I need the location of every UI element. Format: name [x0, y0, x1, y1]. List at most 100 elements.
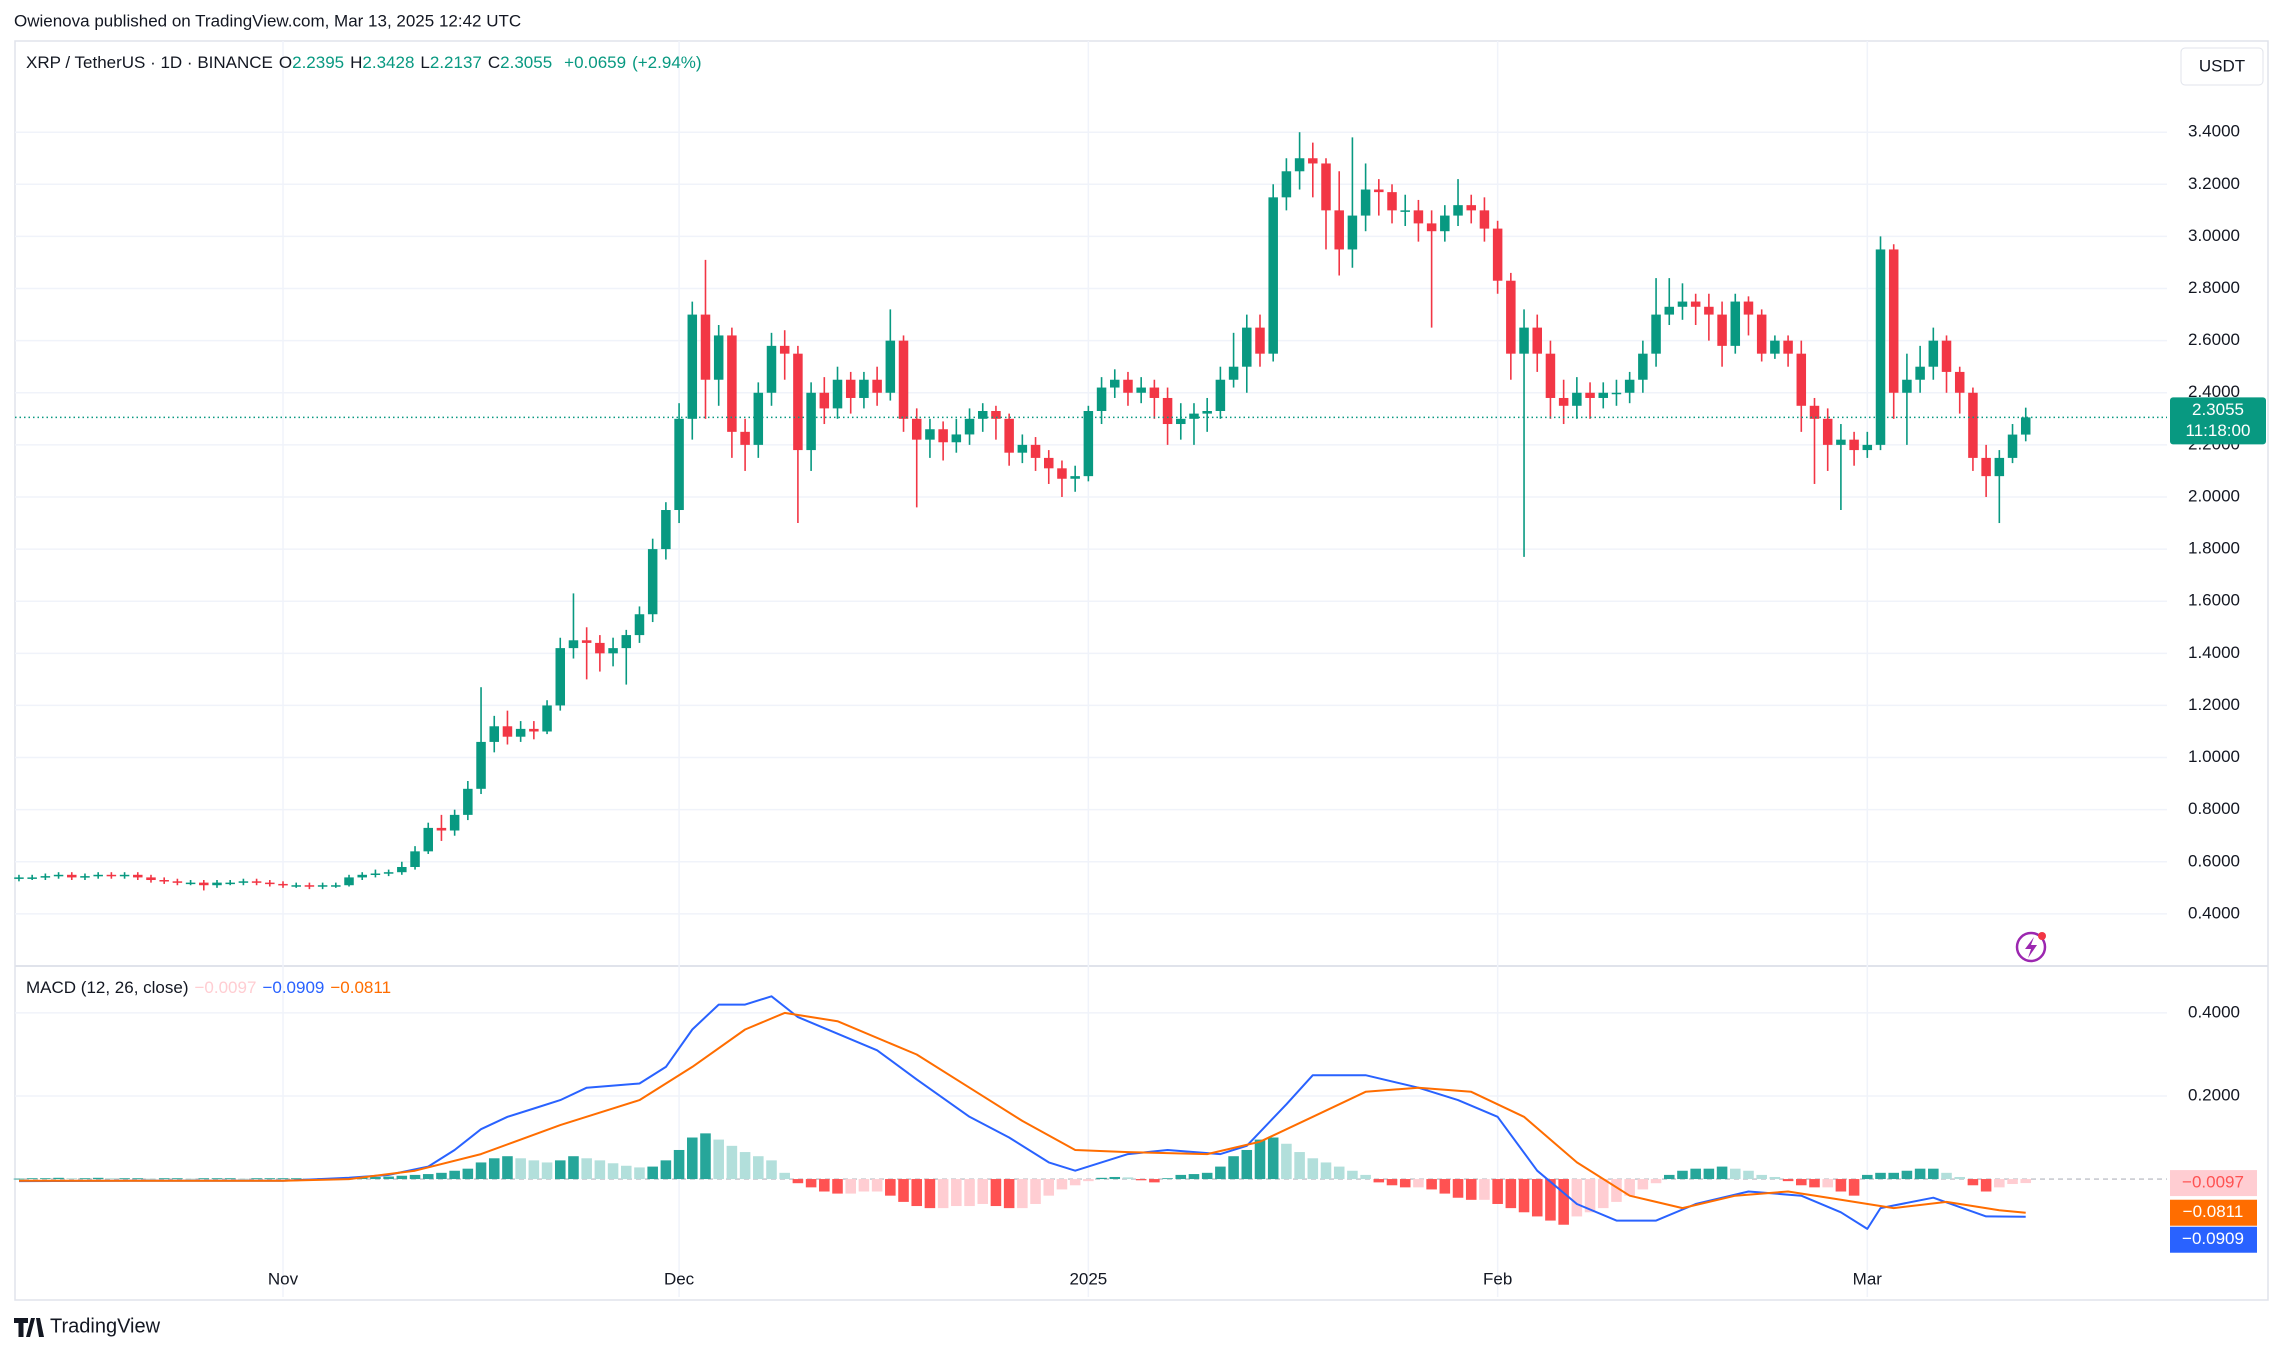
histogram-bar — [1967, 1179, 1979, 1186]
histogram-bar — [1347, 1170, 1358, 1180]
candle-body — [661, 510, 671, 550]
candle-body — [555, 648, 566, 706]
histogram-bar — [422, 1174, 434, 1180]
y-tick-label: 1.4000 — [2188, 643, 2240, 662]
currency-box[interactable] — [2180, 47, 2264, 86]
candle-body — [1519, 327, 1529, 354]
histogram-bar — [1096, 1177, 1107, 1180]
histogram-bar — [92, 1177, 104, 1180]
candle-body — [1545, 353, 1556, 398]
signal-line-value: −0.0811 — [330, 978, 392, 997]
histogram-bar — [185, 1178, 196, 1180]
symbol: XRP / TetherUS · 1D · BINANCE — [26, 53, 273, 72]
candle-body — [2007, 434, 2018, 458]
histogram-bar — [370, 1176, 381, 1180]
histogram-bar — [1465, 1179, 1477, 1200]
histogram-bar — [594, 1160, 606, 1180]
candle-body — [700, 314, 711, 380]
histogram-bar — [106, 1178, 117, 1180]
histogram-bar — [700, 1133, 711, 1180]
candle-body — [925, 429, 935, 440]
histogram-bar — [1809, 1179, 1820, 1188]
histogram-bar — [1320, 1162, 1332, 1180]
histogram-bar — [990, 1179, 1002, 1207]
histogram-bar — [436, 1172, 447, 1180]
histogram-bar — [264, 1178, 276, 1180]
candle-body — [713, 335, 724, 380]
candle-body — [779, 345, 790, 354]
histogram-bar — [1875, 1172, 1886, 1180]
candle-body — [212, 882, 222, 886]
histogram-bar — [1505, 1179, 1517, 1209]
candle-body — [1466, 205, 1476, 211]
histogram-bar — [1162, 1178, 1173, 1180]
histogram-bar — [26, 1178, 38, 1180]
histogram-bar — [1703, 1168, 1715, 1180]
histogram-bar — [1003, 1179, 1015, 1209]
candle-body — [225, 882, 235, 885]
histogram-bar — [1452, 1179, 1464, 1198]
histogram-bar — [1848, 1179, 1860, 1196]
histogram-bar — [673, 1149, 685, 1180]
histogram-bar — [1149, 1179, 1160, 1183]
candle-body — [2020, 417, 2031, 435]
change: +0.0659 — [564, 53, 627, 72]
histogram-bar — [1584, 1179, 1596, 1213]
candle-body — [133, 874, 143, 878]
histogram-bar — [79, 1178, 91, 1180]
histogram-bar — [805, 1179, 817, 1188]
candle-body — [1822, 418, 1833, 445]
histogram-bar — [488, 1158, 500, 1180]
candle-body — [515, 728, 526, 737]
candle-body — [911, 418, 922, 440]
candle-body — [1783, 340, 1793, 354]
candle-body — [106, 874, 117, 877]
candle-body — [1651, 314, 1661, 354]
y-tick-label: 1.2000 — [2188, 695, 2240, 714]
candle-body — [1321, 163, 1331, 211]
candle-body — [806, 392, 816, 451]
x-tick-label: 2025 — [1069, 1269, 1107, 1288]
macd-value-label: −0.0811 — [2183, 1202, 2244, 1221]
macd-value-label: −0.0909 — [2182, 1229, 2244, 1248]
histogram-bar — [2007, 1179, 2018, 1185]
candle-body — [674, 418, 684, 511]
histogram-bar — [581, 1158, 592, 1180]
histogram-bar — [568, 1156, 579, 1180]
ohlc-label: O — [278, 53, 293, 72]
histogram-bar — [224, 1178, 236, 1180]
macd-histogram — [13, 1133, 2032, 1225]
candle-body — [1228, 366, 1239, 380]
y-tick-label: 2.4000 — [2188, 382, 2240, 401]
candle-body — [1770, 340, 1780, 354]
candle-body — [1070, 476, 1080, 479]
candle-body — [93, 874, 103, 877]
x-tick-label: Mar — [1853, 1269, 1883, 1288]
signal-line — [19, 1011, 2026, 1214]
histogram-bar — [819, 1179, 830, 1192]
histogram-bar — [858, 1179, 870, 1192]
candle-body — [1915, 366, 1925, 380]
ohlc-value: 2.3055 — [500, 53, 553, 72]
candle-body — [397, 866, 407, 873]
candle-body — [27, 877, 37, 879]
countdown: 11:18:00 — [2186, 421, 2251, 440]
histogram-bar — [1439, 1179, 1451, 1194]
candle-body — [1426, 223, 1437, 232]
candle-body — [449, 814, 460, 831]
lightning-icon[interactable] — [2015, 931, 2047, 963]
candle-body — [687, 314, 698, 419]
histogram-bar — [383, 1176, 394, 1180]
histogram-bar — [845, 1179, 856, 1194]
brand: TradingView — [50, 1315, 161, 1337]
histogram-bar — [871, 1179, 883, 1192]
x-tick-label: Feb — [1483, 1269, 1512, 1288]
y-tick-label: 1.8000 — [2188, 539, 2240, 558]
candle-body — [1928, 340, 1939, 367]
candle-body — [977, 411, 988, 419]
histogram-bar — [1492, 1179, 1503, 1204]
candle-body — [1162, 397, 1173, 425]
candle-body — [845, 379, 856, 398]
histogram-bar — [1399, 1179, 1411, 1188]
histogram-bar — [1690, 1168, 1701, 1180]
